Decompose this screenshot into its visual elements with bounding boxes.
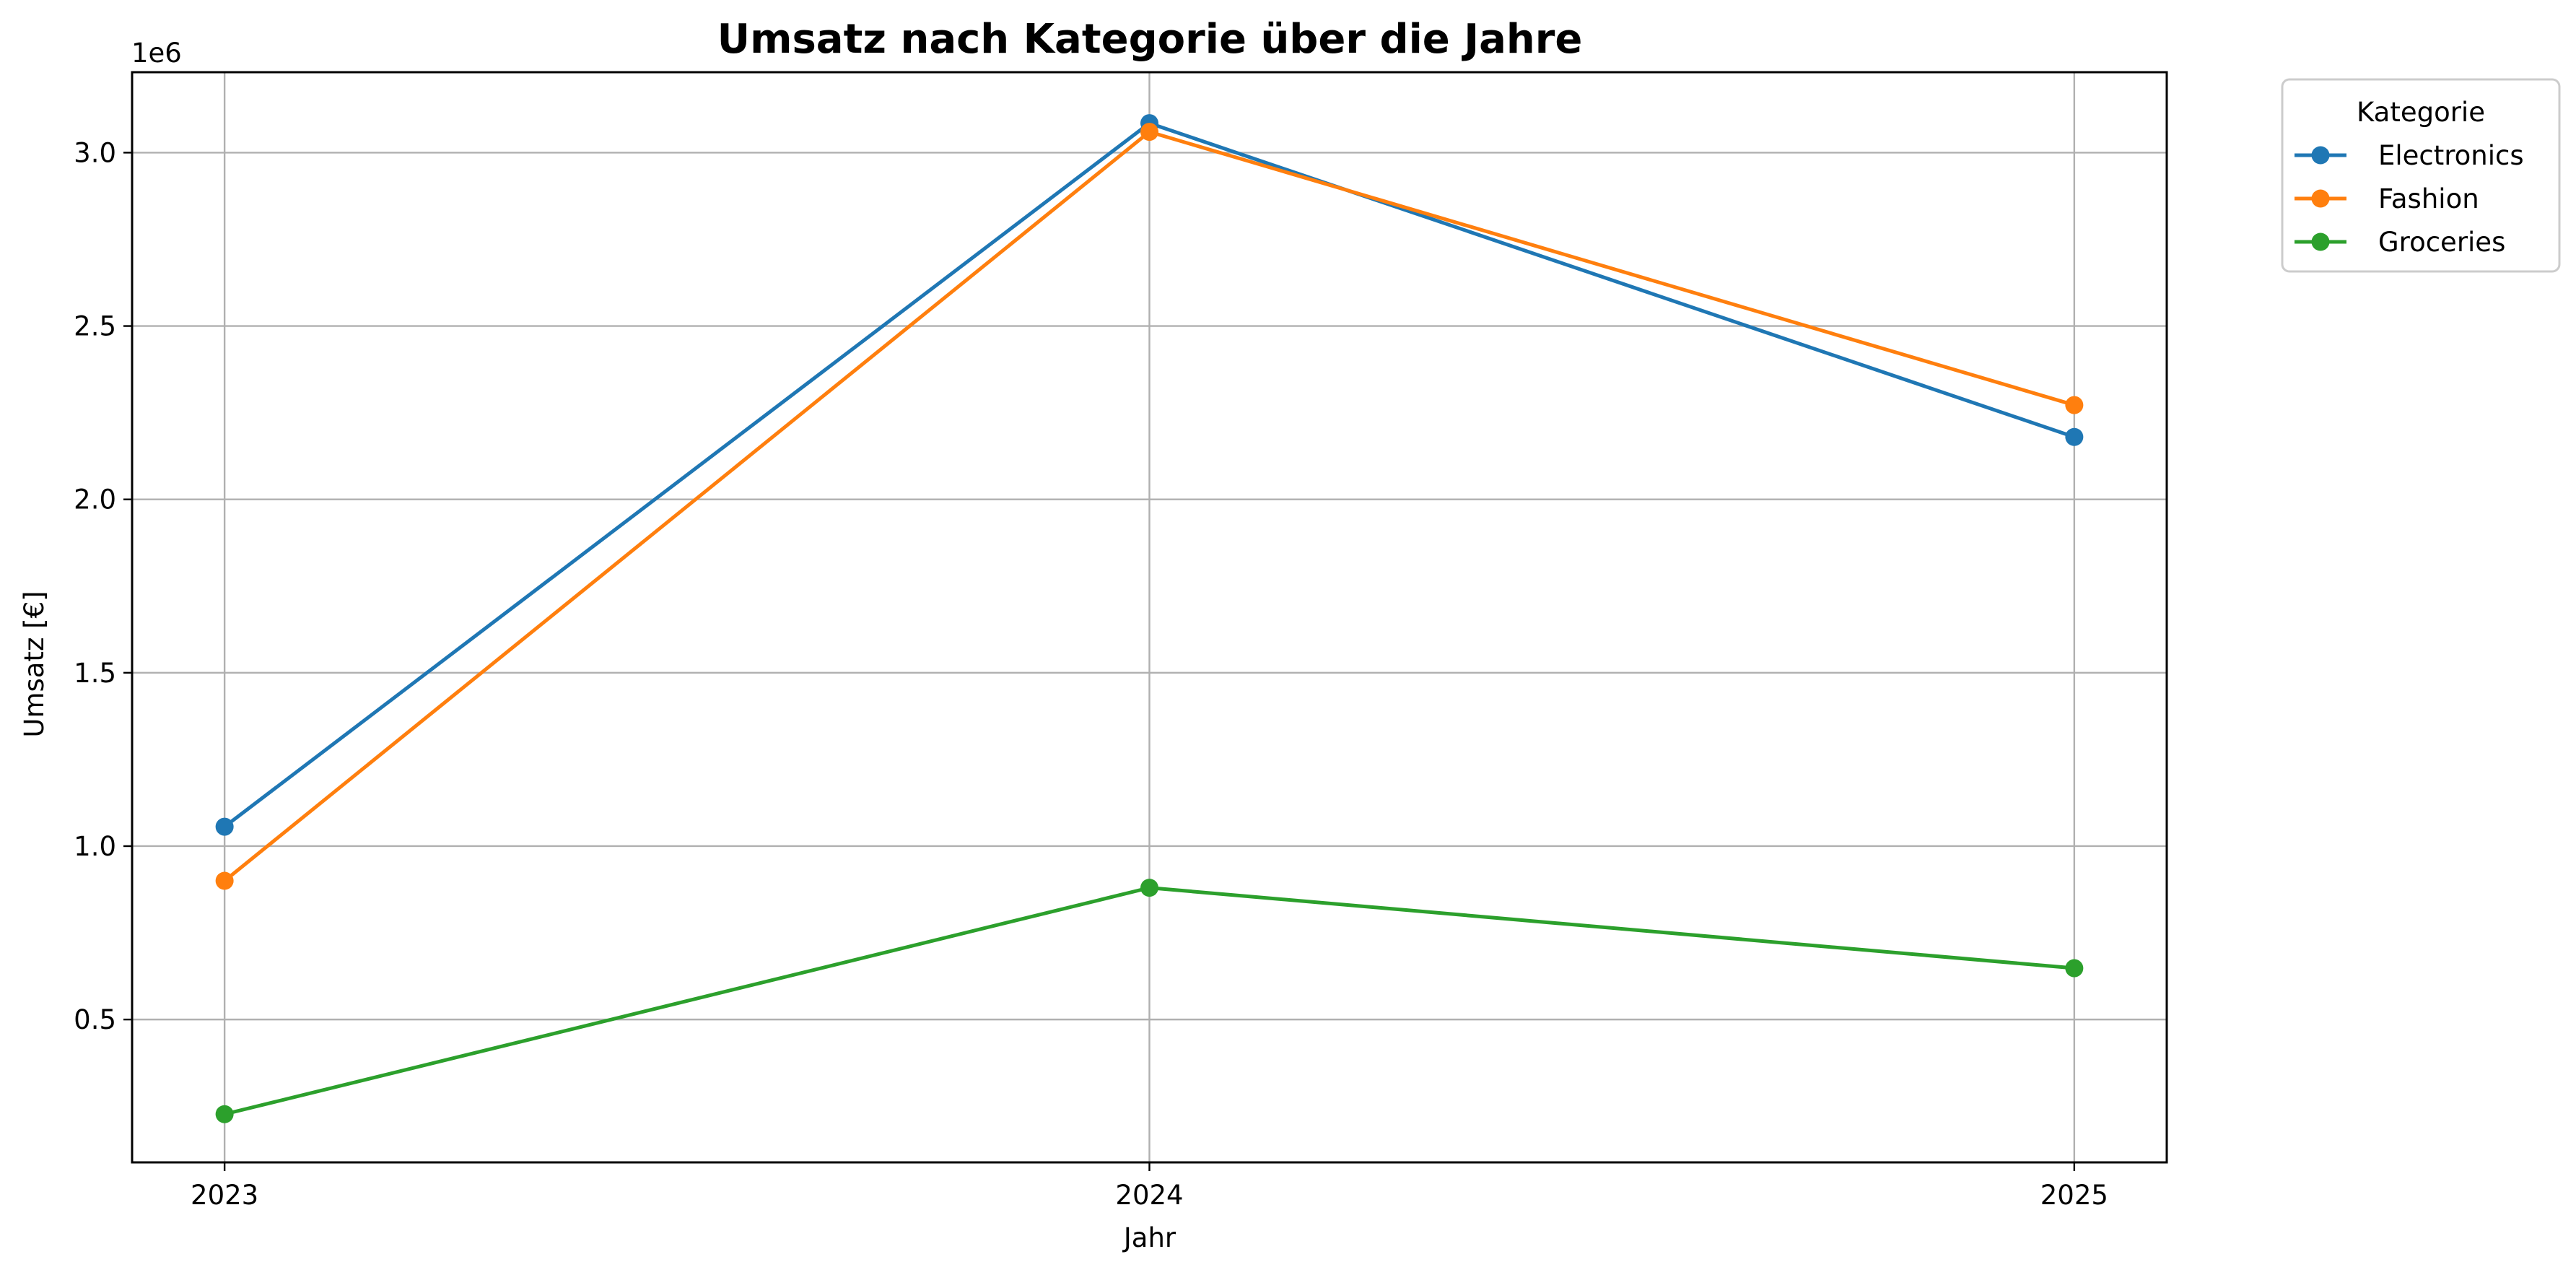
legend-item-groceries: Groceries (2295, 227, 2505, 258)
y-tick-label: 1.0 (74, 831, 116, 862)
grid-lines (132, 72, 2167, 1162)
y-axis-label: Umsatz [€] (19, 591, 50, 737)
legend-swatch-marker (2311, 146, 2330, 165)
data-point-electronics (215, 817, 234, 836)
y-axis-offset-label: 1e6 (131, 38, 182, 69)
x-axis-label: Jahr (1122, 1222, 1176, 1253)
data-point-groceries (215, 1105, 234, 1123)
legend-swatch-marker (2311, 189, 2330, 208)
y-tick-label: 2.0 (74, 484, 116, 515)
y-tick-label: 1.5 (74, 658, 116, 689)
legend: Kategorie Electronics Fashion Groceries (2281, 78, 2561, 273)
y-tick-label: 0.5 (74, 1004, 116, 1035)
legend-box (2281, 78, 2561, 273)
legend-item-fashion: Fashion (2295, 183, 2479, 214)
data-point-fashion (215, 871, 234, 890)
legend-swatch-marker (2311, 232, 2330, 251)
chart-title: Umsatz nach Kategorie über die Jahre (717, 16, 1583, 63)
data-point-fashion (2065, 396, 2084, 414)
y-tick-label: 3.0 (74, 137, 116, 168)
legend-label: Electronics (2378, 140, 2524, 171)
legend-label: Groceries (2378, 227, 2505, 258)
series-lines (215, 114, 2084, 1123)
legend-label: Fashion (2378, 183, 2479, 214)
y-tick-label: 2.5 (74, 311, 116, 342)
legend-title: Kategorie (2357, 97, 2485, 128)
series-fashion (215, 123, 2084, 890)
data-point-electronics (2065, 427, 2084, 446)
legend-item-electronics: Electronics (2295, 140, 2524, 171)
data-point-fashion (1140, 123, 1158, 142)
axis-ticks: 2023 2024 2025 0.5 1.0 1.5 2.0 2.5 3.0 (74, 137, 2108, 1211)
data-point-groceries (2065, 959, 2084, 978)
x-tick-label: 2024 (1115, 1180, 1183, 1211)
data-point-groceries (1140, 879, 1158, 897)
x-tick-label: 2023 (191, 1180, 258, 1211)
legend-items: Electronics Fashion Groceries (2295, 140, 2524, 258)
series-groceries (215, 879, 2084, 1123)
x-tick-label: 2025 (2040, 1180, 2108, 1211)
